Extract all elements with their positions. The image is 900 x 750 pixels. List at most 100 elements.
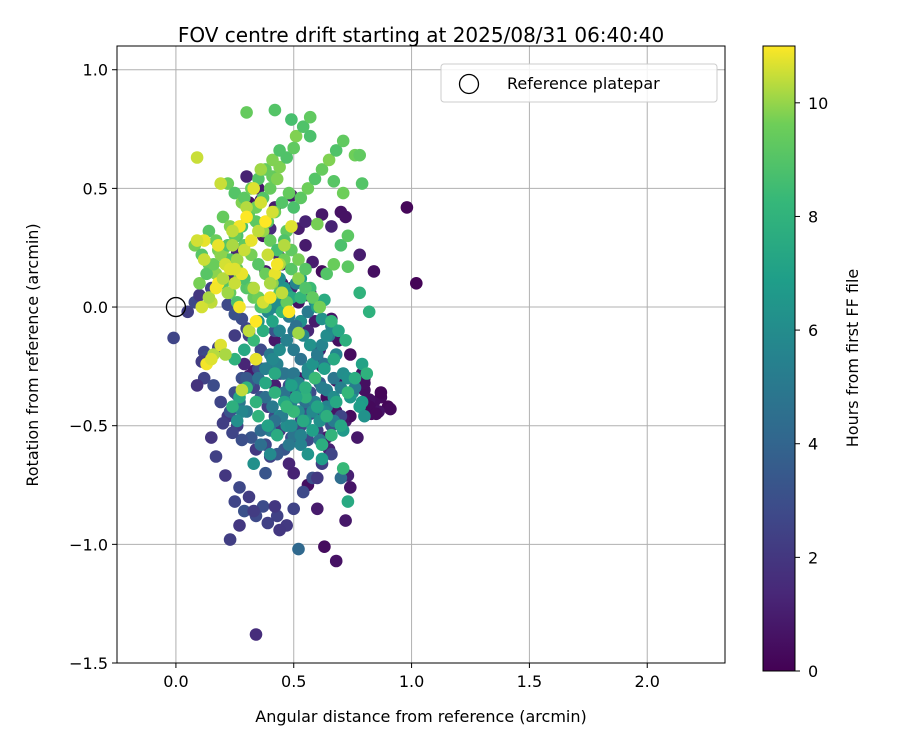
data-point [353,286,367,300]
data-point [275,196,289,209]
data-point [214,177,227,190]
data-point [259,466,272,480]
data-point [219,469,232,482]
data-point [315,163,329,176]
data-point [353,400,367,414]
y-tick-label: −1.5 [69,654,108,673]
colorbar-tick-label: 4 [808,435,818,454]
data-point [287,466,301,480]
data-point [292,326,305,340]
data-point [263,182,277,195]
data-point [228,329,242,342]
data-point [266,153,279,167]
data-point [263,277,277,290]
data-point [263,234,277,247]
data-point [320,409,334,423]
data-point [311,471,324,485]
data-point [228,495,242,508]
data-point [263,447,277,461]
data-point [294,352,308,366]
data-point [233,519,246,532]
data-point [369,407,383,421]
legend: Reference platepar [440,63,718,103]
data-point [167,331,180,345]
data-point [308,172,322,186]
colorbar-ticks: 0 2 4 6 8 10 [795,94,828,681]
data-point [205,352,218,366]
data-point [240,170,253,183]
data-point [289,390,303,404]
data-point [233,300,246,314]
data-point [315,381,329,395]
data-point [259,215,272,228]
data-point [238,191,251,205]
data-point [318,362,331,376]
data-point [268,267,282,281]
data-point [226,239,239,252]
data-point [235,405,249,418]
data-point [344,348,357,361]
data-point [311,217,324,231]
data-point [306,357,319,371]
data-point [268,500,282,513]
data-point [336,462,350,475]
data-point [190,234,204,247]
data-point [268,334,282,347]
data-point [315,338,329,352]
data-point [358,376,371,390]
data-point [238,243,251,257]
data-point [339,334,352,347]
data-point [209,281,223,295]
data-point [247,334,260,347]
data-point [285,220,298,233]
colorbar: 0 2 4 6 8 10 Hours from first FF file [762,45,862,681]
data-point [311,400,324,414]
data-point [228,186,242,200]
data-point [247,281,260,295]
colorbar-gradient [762,45,796,672]
x-tick-label: 2.0 [635,672,660,691]
data-point [235,383,249,397]
reference-platepar-marker [165,296,187,318]
data-point [254,163,268,176]
data-point [296,120,310,133]
data-point [303,110,317,124]
data-point [247,182,260,195]
data-point [294,428,308,442]
data-point [341,229,355,243]
data-point [235,433,249,447]
data-point [287,367,301,380]
data-point [223,533,237,546]
data-point [384,402,397,416]
data-point [202,291,216,304]
data-point [339,514,352,527]
data-point [285,262,298,276]
data-point [254,438,268,452]
data-point [214,395,227,409]
data-point [336,186,350,200]
data-point [325,220,338,233]
data-point [294,438,308,452]
data-point [299,262,312,276]
data-point [202,224,216,238]
data-point [353,248,367,262]
data-point [270,172,284,186]
data-point [341,495,355,508]
data-point [259,362,272,376]
data-point [226,224,239,238]
legend-box [440,63,718,103]
data-point [299,239,312,252]
y-axis-ticks: −1.5 −1.0 −0.5 0.0 0.5 1.0 [69,61,117,673]
data-point [238,504,251,518]
data-point [282,186,296,200]
y-tick-label: 0.5 [83,179,108,198]
data-point [240,106,253,119]
data-point [207,258,220,271]
data-point [197,253,211,266]
data-point [322,153,336,167]
data-point [268,103,282,117]
data-point [285,379,298,392]
data-point [301,305,315,319]
data-point [306,291,319,304]
data-point [240,210,253,224]
